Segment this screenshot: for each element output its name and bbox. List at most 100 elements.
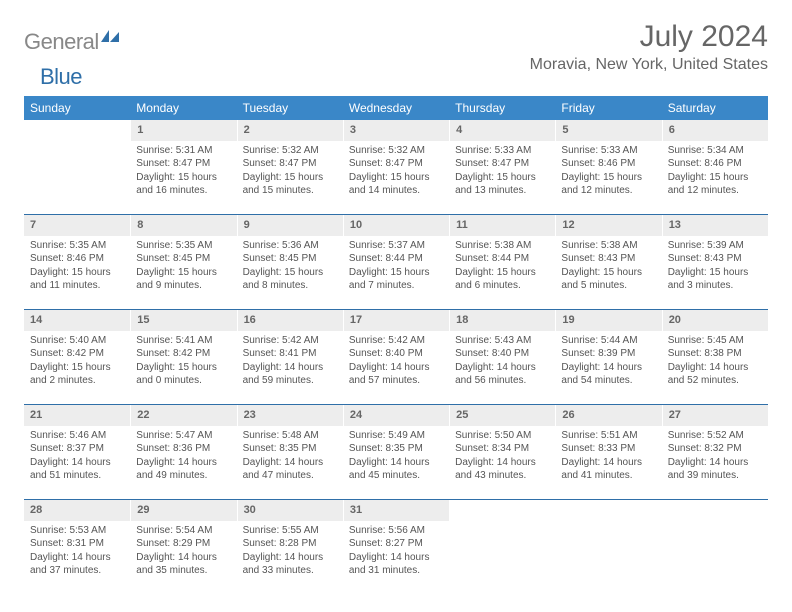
calendar-day-cell (555, 500, 661, 595)
calendar-day-cell: 1Sunrise: 5:31 AMSunset: 8:47 PMDaylight… (130, 120, 236, 215)
calendar-day-cell: 11Sunrise: 5:38 AMSunset: 8:44 PMDayligh… (449, 215, 555, 310)
daylight2-text: and 37 minutes. (30, 564, 124, 578)
day-number: 1 (130, 120, 236, 141)
daylight2-text: and 41 minutes. (561, 469, 655, 483)
sunrise-text: Sunrise: 5:53 AM (30, 524, 124, 538)
day-number: 19 (555, 310, 661, 331)
month-title: July 2024 (530, 20, 768, 54)
sunset-text: Sunset: 8:32 PM (668, 442, 762, 456)
calendar-day-cell: 19Sunrise: 5:44 AMSunset: 8:39 PMDayligh… (555, 310, 661, 405)
calendar-day-cell: 22Sunrise: 5:47 AMSunset: 8:36 PMDayligh… (130, 405, 236, 500)
sunrise-text: Sunrise: 5:42 AM (349, 334, 443, 348)
daylight1-text: Daylight: 15 hours (243, 266, 337, 280)
calendar-day-cell: 13Sunrise: 5:39 AMSunset: 8:43 PMDayligh… (662, 215, 768, 310)
day-number: 20 (662, 310, 768, 331)
title-block: July 2024 Moravia, New York, United Stat… (530, 20, 768, 74)
sunrise-text: Sunrise: 5:32 AM (349, 144, 443, 158)
daylight1-text: Daylight: 14 hours (668, 456, 762, 470)
sunrise-text: Sunrise: 5:38 AM (561, 239, 655, 253)
calendar-day-cell: 7Sunrise: 5:35 AMSunset: 8:46 PMDaylight… (24, 215, 130, 310)
calendar-week-row: 7Sunrise: 5:35 AMSunset: 8:46 PMDaylight… (24, 215, 768, 310)
sunrise-text: Sunrise: 5:50 AM (455, 429, 549, 443)
calendar-day-cell: 17Sunrise: 5:42 AMSunset: 8:40 PMDayligh… (343, 310, 449, 405)
daylight1-text: Daylight: 14 hours (136, 551, 230, 565)
daylight1-text: Daylight: 14 hours (243, 361, 337, 375)
daylight2-text: and 6 minutes. (455, 279, 549, 293)
day-number: 24 (343, 405, 449, 426)
sunset-text: Sunset: 8:33 PM (561, 442, 655, 456)
calendar-day-cell: 8Sunrise: 5:35 AMSunset: 8:45 PMDaylight… (130, 215, 236, 310)
day-number: 27 (662, 405, 768, 426)
sunrise-text: Sunrise: 5:45 AM (668, 334, 762, 348)
logo-text-blue: Blue (40, 64, 82, 90)
daylight2-text: and 14 minutes. (349, 184, 443, 198)
logo-sail-icon (99, 28, 121, 49)
day-number: 25 (449, 405, 555, 426)
daylight2-text: and 49 minutes. (136, 469, 230, 483)
sunrise-text: Sunrise: 5:41 AM (136, 334, 230, 348)
sunrise-text: Sunrise: 5:37 AM (349, 239, 443, 253)
daylight2-text: and 2 minutes. (30, 374, 124, 388)
day-number: 28 (24, 500, 130, 521)
calendar-day-cell: 9Sunrise: 5:36 AMSunset: 8:45 PMDaylight… (237, 215, 343, 310)
calendar-day-cell: 27Sunrise: 5:52 AMSunset: 8:32 PMDayligh… (662, 405, 768, 500)
sunset-text: Sunset: 8:31 PM (30, 537, 124, 551)
day-number: 12 (555, 215, 661, 236)
daylight2-text: and 0 minutes. (136, 374, 230, 388)
sunrise-text: Sunrise: 5:35 AM (30, 239, 124, 253)
sunrise-text: Sunrise: 5:51 AM (561, 429, 655, 443)
sunset-text: Sunset: 8:42 PM (136, 347, 230, 361)
daylight2-text: and 15 minutes. (243, 184, 337, 198)
daylight2-text: and 31 minutes. (349, 564, 443, 578)
day-number: 5 (555, 120, 661, 141)
daylight2-text: and 16 minutes. (136, 184, 230, 198)
sunset-text: Sunset: 8:40 PM (455, 347, 549, 361)
calendar-day-cell (662, 500, 768, 595)
logo: General (24, 20, 123, 55)
location-text: Moravia, New York, United States (530, 56, 768, 74)
daylight1-text: Daylight: 15 hours (136, 361, 230, 375)
daylight2-text: and 47 minutes. (243, 469, 337, 483)
calendar-day-cell: 23Sunrise: 5:48 AMSunset: 8:35 PMDayligh… (237, 405, 343, 500)
calendar-day-cell: 15Sunrise: 5:41 AMSunset: 8:42 PMDayligh… (130, 310, 236, 405)
weekday-header: Friday (555, 96, 661, 120)
daylight1-text: Daylight: 15 hours (668, 266, 762, 280)
sunrise-text: Sunrise: 5:39 AM (668, 239, 762, 253)
daylight1-text: Daylight: 15 hours (136, 171, 230, 185)
daylight1-text: Daylight: 14 hours (30, 456, 124, 470)
daylight2-text: and 35 minutes. (136, 564, 230, 578)
sunrise-text: Sunrise: 5:31 AM (136, 144, 230, 158)
sunset-text: Sunset: 8:35 PM (243, 442, 337, 456)
weekday-header: Wednesday (343, 96, 449, 120)
sunset-text: Sunset: 8:27 PM (349, 537, 443, 551)
calendar-day-cell: 3Sunrise: 5:32 AMSunset: 8:47 PMDaylight… (343, 120, 449, 215)
sunrise-text: Sunrise: 5:40 AM (30, 334, 124, 348)
calendar-day-cell: 28Sunrise: 5:53 AMSunset: 8:31 PMDayligh… (24, 500, 130, 595)
day-number: 8 (130, 215, 236, 236)
day-number: 2 (237, 120, 343, 141)
sunset-text: Sunset: 8:38 PM (668, 347, 762, 361)
sunrise-text: Sunrise: 5:35 AM (136, 239, 230, 253)
weekday-header: Thursday (449, 96, 555, 120)
daylight2-text: and 11 minutes. (30, 279, 124, 293)
sunset-text: Sunset: 8:47 PM (349, 157, 443, 171)
daylight1-text: Daylight: 15 hours (349, 171, 443, 185)
sunrise-text: Sunrise: 5:33 AM (561, 144, 655, 158)
daylight2-text: and 13 minutes. (455, 184, 549, 198)
day-number: 18 (449, 310, 555, 331)
sunrise-text: Sunrise: 5:32 AM (243, 144, 337, 158)
sunset-text: Sunset: 8:44 PM (349, 252, 443, 266)
daylight2-text: and 57 minutes. (349, 374, 443, 388)
sunset-text: Sunset: 8:42 PM (30, 347, 124, 361)
sunrise-text: Sunrise: 5:33 AM (455, 144, 549, 158)
day-number: 13 (662, 215, 768, 236)
daylight1-text: Daylight: 14 hours (349, 456, 443, 470)
daylight2-text: and 12 minutes. (668, 184, 762, 198)
calendar-week-row: 21Sunrise: 5:46 AMSunset: 8:37 PMDayligh… (24, 405, 768, 500)
daylight1-text: Daylight: 14 hours (455, 456, 549, 470)
weekday-header: Saturday (662, 96, 768, 120)
sunset-text: Sunset: 8:45 PM (243, 252, 337, 266)
day-number: 7 (24, 215, 130, 236)
daylight2-text: and 33 minutes. (243, 564, 337, 578)
daylight1-text: Daylight: 15 hours (30, 266, 124, 280)
